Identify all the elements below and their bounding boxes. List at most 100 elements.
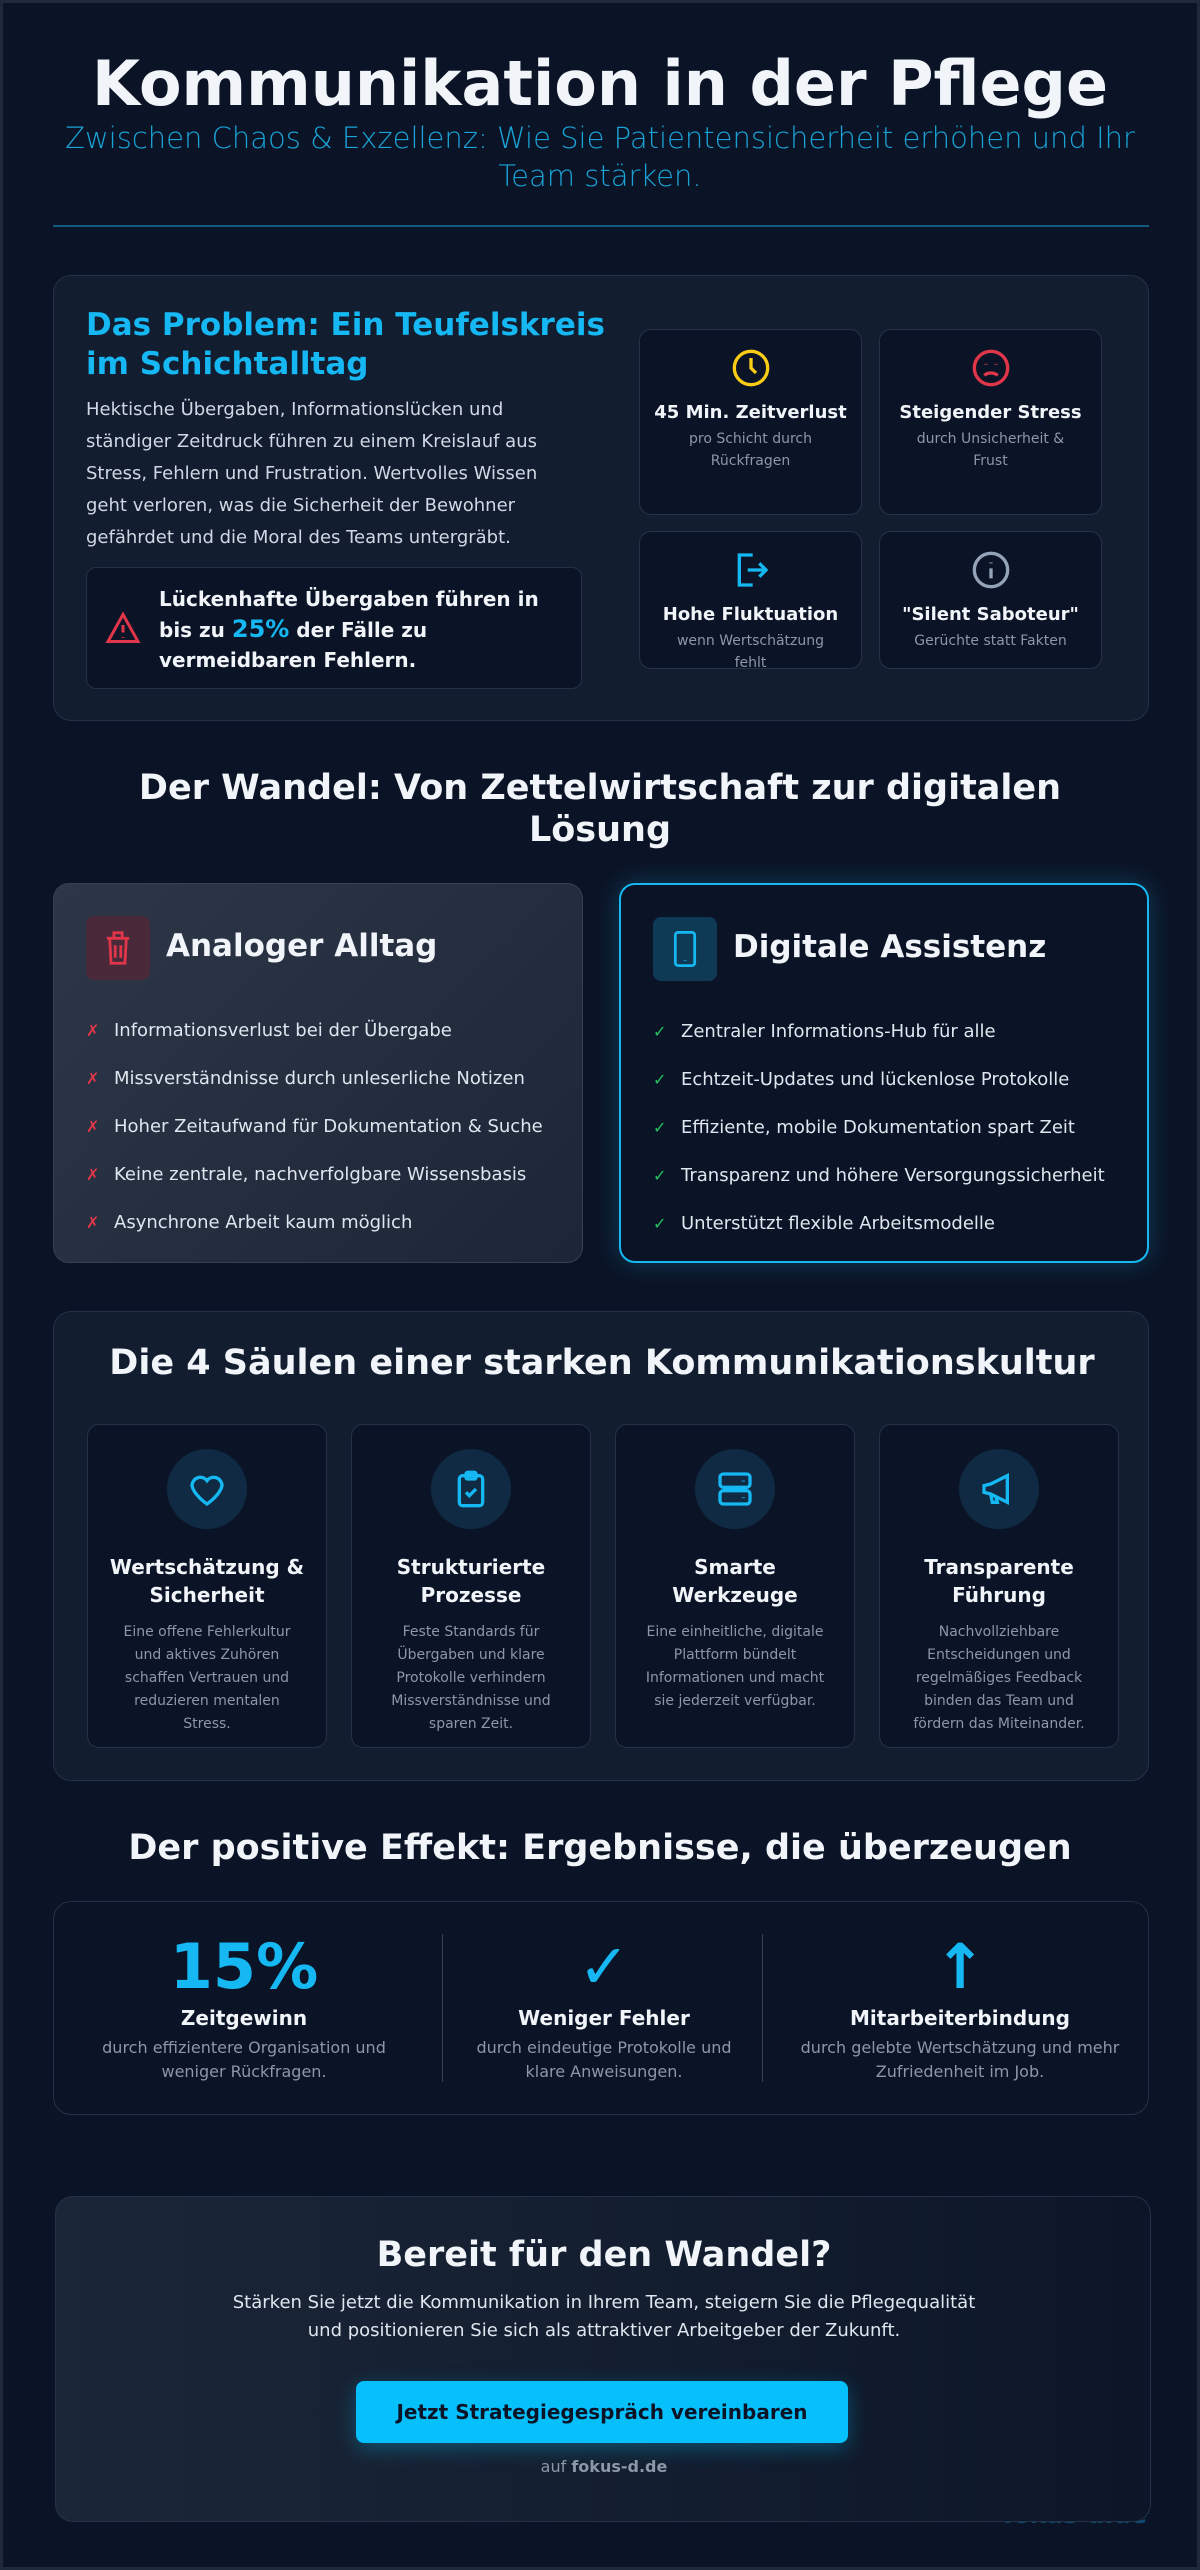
list-item: ✓ Zentraler Informations-Hub für alle [653,1007,1105,1055]
check-icon: ✓ [653,1117,667,1137]
stat-desc: Gerüchte statt Fakten [914,633,1067,649]
list-item-text: Informationsverlust bei der Übergabe [114,1019,452,1041]
list-item-text: Echtzeit-Updates und lückenlose Protokol… [681,1068,1070,1090]
pillar-desc: Feste Standards für Übergaben und klare … [391,1624,551,1732]
problem-card: Das Problem: Ein Teufelskreis im Schicht… [53,275,1149,721]
result-desc: durch eindeutige Protokolle und klare An… [476,2038,732,2081]
stat-card: 45 Min. Zeitverlust pro Schicht durch Rü… [639,329,862,515]
change-heading: Der Wandel: Von Zettelwirtschaft zur dig… [138,768,1062,850]
smartphone-icon [673,931,697,967]
result-title: Zeitgewinn [180,2006,308,2030]
alert-text-before: Lückenhafte Übergaben führen in bis zu [159,587,539,642]
stat-desc: wenn Wertschätzung fehlt [676,633,825,671]
stat-card: Steigender Stress durch Unsicherheit & F… [879,329,1102,515]
alert-box: Lückenhafte Übergaben führen in bis zu 2… [86,567,582,689]
result-item: ✓ Weniger Fehler durch eindeutige Protok… [474,1902,734,2114]
pillars-card: Die 4 Säulen einer starken Kommunikation… [53,1311,1149,1781]
pillar-title: Wertschätzung & Sicherheit [109,1555,305,1607]
divider [442,1934,443,2082]
result-title: Weniger Fehler [518,2006,690,2030]
logout-icon [737,553,768,587]
server-icon [718,1472,752,1506]
list-item: ✓ Effiziente, mobile Dokumentation spart … [653,1103,1105,1151]
result-desc: durch gelebte Wertschätzung und mehr Zuf… [800,2038,1120,2081]
list-item: ✓ Unterstützt flexible Arbeitsmodelle [653,1199,1105,1247]
site-link[interactable]: fokus-d.de [571,2457,668,2476]
result-title: Mitarbeiterbindung [850,2006,1070,2030]
sad-face-icon [972,349,1009,387]
pillar-icon-circle [431,1449,511,1529]
list-item: ✗ Asynchrone Arbeit kaum möglich [86,1198,543,1246]
pillar-title: Smarte Werkzeuge [672,1555,798,1607]
pillar-title: Transparente Führung [924,1555,1074,1607]
megaphone-icon [982,1472,1009,1506]
cta-text: Stärken Sie jetzt die Kommunikation in I… [232,2292,976,2341]
list-item: ✗ Hoher Zeitaufwand für Dokumentation & S… [86,1102,543,1150]
divider [53,225,1149,227]
list-item-text: Hoher Zeitaufwand für Dokumentation & Su… [114,1115,543,1137]
list-item: ✗ Keine zentrale, nachverfolgbare Wissens… [86,1150,543,1198]
strategy-call-button[interactable]: Jetzt Strategiegespräch vereinbaren [356,2381,848,2443]
stat-desc: durch Unsicherheit & Frust [916,431,1065,469]
pillar-icon-circle [167,1449,247,1529]
list-item-text: Zentraler Informations-Hub für alle [681,1020,996,1042]
pillar-desc: Eine einheitliche, digitale Plattform bü… [645,1624,825,1709]
cta-card: Bereit für den Wandel? Stärken Sie jetzt… [55,2196,1151,2522]
page-title: Kommunikation in der Pflege [91,47,1108,120]
check-icon: ✓ [578,1930,630,2003]
site-prefix: auf [540,2457,572,2476]
digital-card: Digitale Assistenz ✓ Zentraler Informatio… [619,883,1149,1263]
result-desc: durch effizientere Organisation und weni… [102,2038,386,2081]
check-icon: ✓ [653,1021,667,1041]
alert-text-after: der Fälle zu vermeidbaren Fehlern. [159,618,428,672]
results-heading: Der positive Effekt: Ergebnisse, die übe… [128,1828,1072,1868]
check-icon: ✓ [653,1069,667,1089]
clock-icon [732,349,769,387]
analog-title: Analoger Alltag [166,928,438,964]
x-mark-icon: ✗ [86,1212,100,1232]
pillar-card: Strukturierte Prozesse Feste Standards f… [351,1424,591,1748]
list-item: ✗ Informationsverlust bei der Übergabe [86,1006,543,1054]
warning-triangle-icon [105,611,141,643]
check-icon: ✓ [653,1165,667,1185]
results-card: 15% Zeitgewinn durch effizientere Organi… [53,1901,1149,2115]
list-item-text: Keine zentrale, nachverfolgbare Wissensb… [114,1163,527,1185]
cta-site: auf fokus-d.de [56,2457,1152,2476]
smartphone-icon-box [653,917,717,981]
list-item: ✓ Transparenz und höhere Versorgungssiche… [653,1151,1105,1199]
analog-list: ✗ Informationsverlust bei der Übergabe ✗ M… [86,1006,543,1246]
result-item: ↑ Mitarbeiterbindung durch gelebte Werts… [790,1902,1130,2114]
list-item-text: Missverständnisse durch unleserliche Not… [114,1067,525,1089]
list-item-text: Unterstützt flexible Arbeitsmodelle [681,1212,995,1234]
pillars-heading: Die 4 Säulen einer starken Kommunikation… [109,1343,1095,1383]
x-mark-icon: ✗ [86,1164,100,1184]
stat-title: "Silent Saboteur" [902,604,1079,625]
pillar-desc: Nachvollziehbare Entscheidungen und rege… [913,1624,1085,1732]
problem-heading: Das Problem: Ein Teufelskreis im Schicht… [86,307,605,382]
pillar-desc: Eine offene Fehlerkultur und aktives Zuh… [123,1624,291,1732]
heart-icon [190,1475,224,1507]
stat-desc: pro Schicht durch Rückfragen [689,431,812,469]
pillar-icon-circle [959,1449,1039,1529]
alert-text: Lückenhafte Übergaben führen in bis zu 2… [159,584,569,675]
pillar-card: Transparente Führung Nachvollziehbare En… [879,1424,1119,1748]
pillar-title: Strukturierte Prozesse [396,1555,546,1607]
problem-text: Hektische Übergaben, Informationslücken … [86,399,538,548]
list-item-text: Effiziente, mobile Dokumentation spart Z… [681,1116,1075,1138]
result-item: 15% Zeitgewinn durch effizientere Organi… [74,1902,414,2114]
list-item: ✗ Missverständnisse durch unleserliche No… [86,1054,543,1102]
digital-list: ✓ Zentraler Informations-Hub für alle ✓ Ec… [653,1007,1105,1247]
digital-title: Digitale Assistenz [733,929,1047,965]
pillar-card: Smarte Werkzeuge Eine einheitliche, digi… [615,1424,855,1748]
divider [762,1934,763,2082]
list-item: ✓ Echtzeit-Updates und lückenlose Protoko… [653,1055,1105,1103]
stat-title: 45 Min. Zeitverlust [654,402,847,423]
pillar-icon-circle [695,1449,775,1529]
cta-heading: Bereit für den Wandel? [376,2235,832,2275]
pillar-card: Wertschätzung & Sicherheit Eine offene F… [87,1424,327,1748]
clipboard-check-icon [457,1470,485,1508]
list-item-text: Transparenz und höhere Versorgungssicher… [681,1164,1105,1186]
analog-card: Analoger Alltag ✗ Informationsverlust bei… [53,883,583,1263]
stat-card: "Silent Saboteur" Gerüchte statt Fakten [879,531,1102,669]
x-mark-icon: ✗ [86,1020,100,1040]
